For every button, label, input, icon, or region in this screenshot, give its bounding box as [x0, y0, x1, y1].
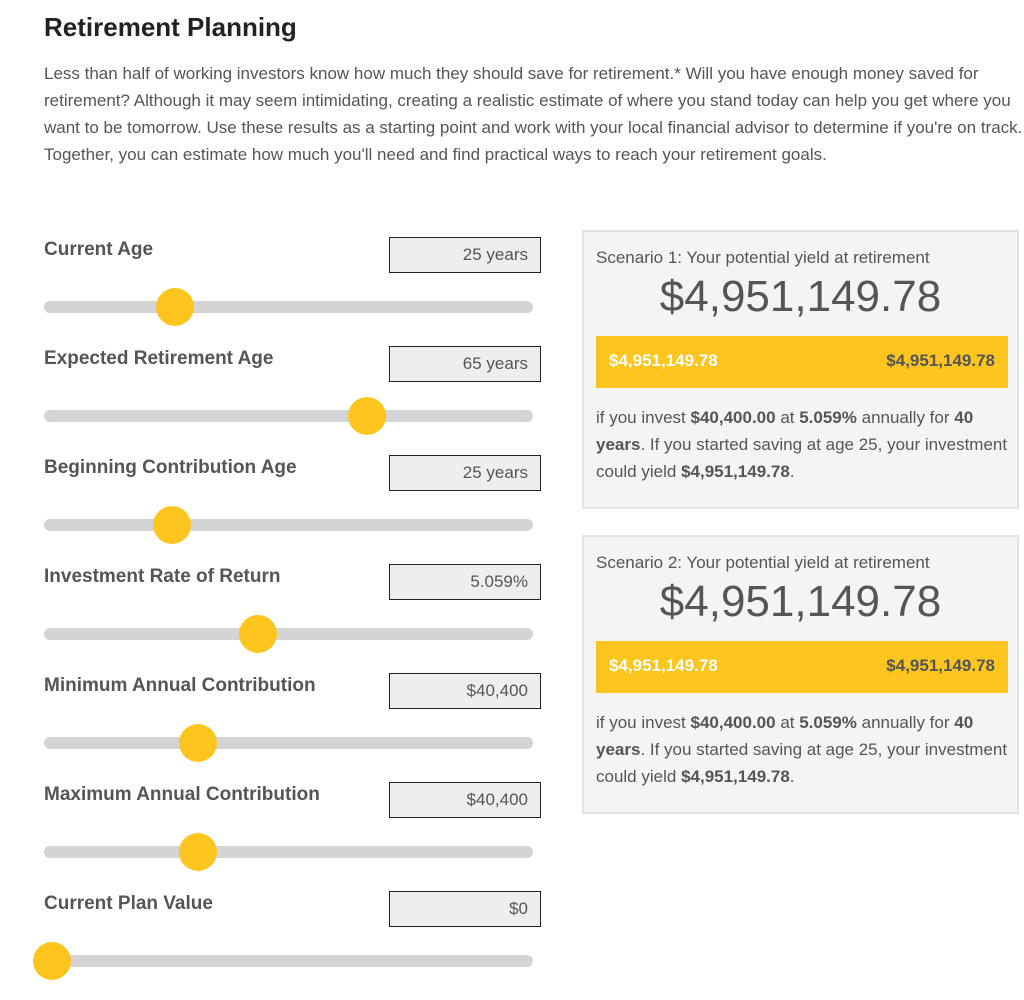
desc-text: .: [789, 767, 795, 786]
field-beginning-contribution-age: Beginning Contribution Age 25 years: [44, 455, 544, 564]
slider-thumb[interactable]: [156, 288, 195, 326]
yield-bar-right: $4,951,149.78: [886, 351, 995, 370]
slider-thumb[interactable]: [239, 615, 278, 653]
desc-years: 40 years: [596, 408, 974, 454]
desc-amount: $40,400.00: [690, 408, 776, 427]
scenario-title: Scenario 1: Your potential yield at reti…: [596, 248, 930, 267]
minimum-annual-contribution-input[interactable]: $40,400: [389, 673, 541, 709]
yield-bar: $4,951,149.78 $4,951,149.78: [596, 336, 1008, 388]
slider-thumb[interactable]: [179, 724, 218, 762]
page-title: Retirement Planning: [44, 12, 297, 42]
field-label: Investment Rate of Return: [44, 566, 281, 587]
desc-rate: 5.059%: [799, 408, 857, 427]
minimum-annual-contribution-slider[interactable]: [44, 724, 533, 762]
field-current-age: Current Age 25 years: [44, 237, 544, 346]
scenario-2-panel: Scenario 2: Your potential yield at reti…: [582, 535, 1019, 814]
yield-bar-right: $4,951,149.78: [886, 656, 995, 675]
maximum-annual-contribution-slider[interactable]: [44, 833, 533, 871]
intro-text: Less than half of working investors know…: [44, 64, 1023, 164]
scenario-total: $4,951,149.78: [659, 577, 942, 626]
desc-text: at: [775, 408, 800, 427]
current-age-slider[interactable]: [44, 288, 533, 326]
field-label: Current Age: [44, 239, 154, 260]
field-investment-rate-of-return: Investment Rate of Return 5.059%: [44, 564, 544, 673]
desc-text: if you invest: [596, 713, 691, 732]
investment-rate-of-return-slider[interactable]: [44, 615, 533, 653]
field-current-plan-value: Current Plan Value $0: [32, 891, 544, 1000]
current-plan-value-input[interactable]: $0: [389, 891, 541, 927]
expected-retirement-age-slider[interactable]: [44, 397, 533, 435]
field-label: Minimum Annual Contribution: [44, 675, 316, 696]
field-label: Maximum Annual Contribution: [44, 784, 320, 805]
desc-rate: 5.059%: [799, 713, 857, 732]
expected-retirement-age-input[interactable]: 65 years: [389, 346, 541, 382]
desc-text: if you invest: [596, 408, 691, 427]
field-maximum-annual-contribution: Maximum Annual Contribution $40,400: [44, 782, 544, 891]
slider-thumb[interactable]: [32, 942, 71, 980]
desc-text: .: [789, 462, 795, 481]
yield-bar: $4,951,149.78 $4,951,149.78: [596, 641, 1008, 693]
scenario-description: if you invest $40,400.00 at 5.059% annua…: [596, 709, 1011, 790]
field-label: Beginning Contribution Age: [44, 457, 297, 478]
desc-text: annually for: [856, 408, 955, 427]
desc-years: 40 years: [596, 713, 974, 759]
desc-amount: $40,400.00: [690, 713, 776, 732]
scenario-1-panel: Scenario 1: Your potential yield at reti…: [582, 230, 1019, 509]
yield-bar-left: $4,951,149.78: [609, 656, 718, 675]
scenario-total: $4,951,149.78: [659, 272, 942, 321]
field-label: Current Plan Value: [44, 893, 213, 914]
scenario-title: Scenario 2: Your potential yield at reti…: [596, 553, 930, 572]
desc-yield: $4,951,149.78: [681, 767, 790, 786]
field-expected-retirement-age: Expected Retirement Age 65 years: [44, 346, 544, 455]
scenario-description: if you invest $40,400.00 at 5.059% annua…: [596, 404, 1011, 485]
desc-text: . If you started saving at age 25, your …: [596, 435, 1008, 481]
desc-text: annually for: [856, 713, 955, 732]
desc-text: at: [775, 713, 800, 732]
desc-text: . If you started saving at age 25, your …: [596, 740, 1008, 786]
slider-thumb[interactable]: [153, 506, 192, 544]
desc-yield: $4,951,149.78: [681, 462, 790, 481]
beginning-contribution-age-input[interactable]: 25 years: [389, 455, 541, 491]
beginning-contribution-age-slider[interactable]: [44, 506, 533, 544]
slider-thumb[interactable]: [179, 833, 218, 871]
field-minimum-annual-contribution: Minimum Annual Contribution $40,400: [44, 673, 544, 782]
yield-bar-left: $4,951,149.78: [609, 351, 718, 370]
maximum-annual-contribution-input[interactable]: $40,400: [389, 782, 541, 818]
current-age-input[interactable]: 25 years: [389, 237, 541, 273]
slider-thumb[interactable]: [347, 397, 386, 435]
field-label: Expected Retirement Age: [44, 348, 274, 369]
current-plan-value-slider[interactable]: [32, 942, 533, 980]
investment-rate-of-return-input[interactable]: 5.059%: [389, 564, 541, 600]
